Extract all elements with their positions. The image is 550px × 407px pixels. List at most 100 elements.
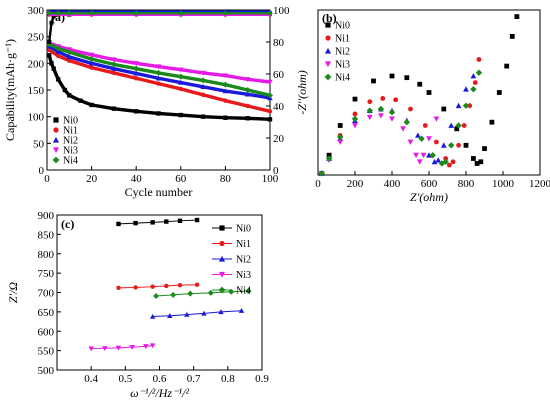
b-x-tick-label: 800: [458, 178, 475, 190]
b-point-ni3: [337, 139, 344, 145]
c-y-axis-label: Z'/Ω: [6, 282, 20, 304]
b-point-ni4: [442, 158, 449, 165]
c-point-ni1: [150, 284, 155, 289]
a-capacity-point-ni0: [245, 116, 250, 121]
b-point-ni4: [418, 135, 425, 142]
a-efficiency-point-ni4: [222, 10, 229, 16]
a-capacity-point-ni4: [66, 49, 73, 56]
c-x-tick-label: 0.9: [255, 373, 269, 385]
b-legend-label: Ni4: [335, 73, 350, 84]
b-point-ni2: [463, 86, 469, 92]
b-point-ni1: [476, 57, 482, 62]
a-legend-label: Ni4: [63, 156, 78, 167]
panel-b-nyquist-chart: 0 200 400 600 800 1000 1200 Z'(ohm) -Z''(ohm) (b)…: [295, 9, 550, 204]
c-point-ni4: [170, 291, 177, 298]
a-capacity-point-ni2: [200, 84, 206, 89]
b-legend-marker: [324, 61, 332, 68]
c-fit-line-ni2: [152, 310, 242, 318]
b-point-ni0: [352, 96, 358, 102]
a-capacity-point-ni1: [67, 58, 72, 63]
b-legend-label: Ni0: [335, 21, 350, 32]
b-point-ni3: [426, 136, 432, 142]
a-capacity-point-ni3: [133, 61, 139, 67]
b-legend-label: Ni3: [335, 60, 350, 71]
a-capacity-point-ni4: [177, 73, 184, 80]
a-y2ticks-label: 0: [273, 165, 279, 177]
a-x-tick-label: 60: [175, 173, 187, 185]
b-point-ni2: [426, 152, 432, 158]
c-point-ni0: [116, 221, 121, 227]
b-point-ni2: [415, 132, 421, 138]
c-point-ni0: [150, 220, 155, 225]
b-point-ni0: [337, 123, 343, 128]
b-legend-label: Ni2: [335, 47, 350, 58]
b-point-ni1: [461, 123, 467, 128]
b-point-ni1: [472, 80, 478, 85]
b-point-ni2: [431, 158, 438, 165]
b-point-ni1: [443, 156, 449, 161]
b-point-ni3: [352, 123, 358, 129]
a-efficiency-point-ni4: [267, 10, 273, 16]
c-legend-marker: [219, 240, 225, 247]
a-capacity-point-ni3: [267, 79, 273, 85]
a-capacity-point-ni2: [133, 70, 139, 76]
b-point-ni4: [351, 115, 359, 123]
c-point-ni0: [164, 219, 169, 224]
a-capacity-line-ni2: [48, 44, 271, 100]
c-point-ni3: [88, 346, 94, 352]
b-x-tick-label: 1200: [529, 178, 550, 190]
c-legend-marker: [219, 225, 225, 231]
a-capacity-point-ni3: [222, 73, 229, 79]
c-fit-line-ni4: [156, 290, 249, 297]
panel-c-warburg-chart: 0.4 0.5 0.6 0.7 0.8 0.9 500 550 600 650 700 750 800 8…: [6, 210, 269, 400]
a-x-tick-label: 40: [131, 173, 143, 185]
b-point-ni4: [448, 142, 455, 149]
b-point-ni4: [366, 107, 373, 114]
a-yticks-label: 300: [28, 5, 45, 17]
b-point-ni1: [367, 99, 373, 105]
a-capacity-line-ni0: [47, 54, 271, 122]
c-panel-label: (c): [61, 217, 74, 231]
c-yticks-label: 700: [38, 288, 55, 300]
b-point-ni0: [463, 142, 469, 148]
a-capacity-point-ni0: [55, 77, 61, 82]
b-point-ni1: [456, 142, 461, 148]
b-point-ni0: [504, 63, 510, 69]
a-capacity-point-ni4: [267, 92, 273, 99]
b-point-ni2: [440, 142, 447, 148]
c-point-ni0: [177, 218, 183, 224]
b-point-ni3: [413, 152, 419, 159]
c-point-ni3: [115, 345, 122, 351]
a-capacity-point-ni0: [178, 112, 183, 118]
b-point-ni3: [433, 116, 440, 122]
a-capacity-point-ni0: [111, 106, 117, 111]
c-legend-marker: [218, 286, 226, 294]
a-yticks-label: 50: [33, 138, 45, 150]
a-y2ticks-label: 60: [273, 69, 285, 81]
a-capacity-point-ni4: [55, 45, 62, 52]
b-legend-marker: [324, 73, 332, 81]
b-x-tick-label: 0: [315, 178, 321, 190]
b-panel-label: (b): [322, 11, 337, 25]
a-y-axis-label: Capability(mAh·g⁻¹): [3, 39, 17, 141]
b-point-ni1: [450, 159, 456, 165]
panel-a-capacity-chart: 0 20 40 60 80 1000501001502002503000204060801…: [3, 5, 290, 199]
a-capacity-point-ni1: [111, 70, 117, 76]
c-x-tick-label: 0.8: [221, 373, 235, 385]
a-capacity-point-ni0: [267, 117, 273, 122]
b-point-ni3: [378, 113, 384, 119]
b-point-ni3: [400, 126, 406, 132]
a-capacity-point-ni2: [88, 60, 95, 66]
b-point-ni4: [377, 105, 385, 113]
c-legend-marker: [218, 271, 226, 278]
b-point-ni0: [478, 159, 484, 165]
b-x-tick-label: 400: [384, 178, 401, 190]
a-capacity-point-ni0: [134, 109, 139, 114]
c-point-ni3: [129, 344, 135, 350]
a-capacity-point-ni4: [155, 69, 162, 76]
b-point-ni4: [462, 102, 470, 109]
c-point-ni4: [187, 290, 194, 297]
c-point-ni2: [149, 313, 156, 319]
a-capacity-point-ni0: [223, 115, 228, 120]
c-legend-label: Ni4: [236, 286, 251, 297]
